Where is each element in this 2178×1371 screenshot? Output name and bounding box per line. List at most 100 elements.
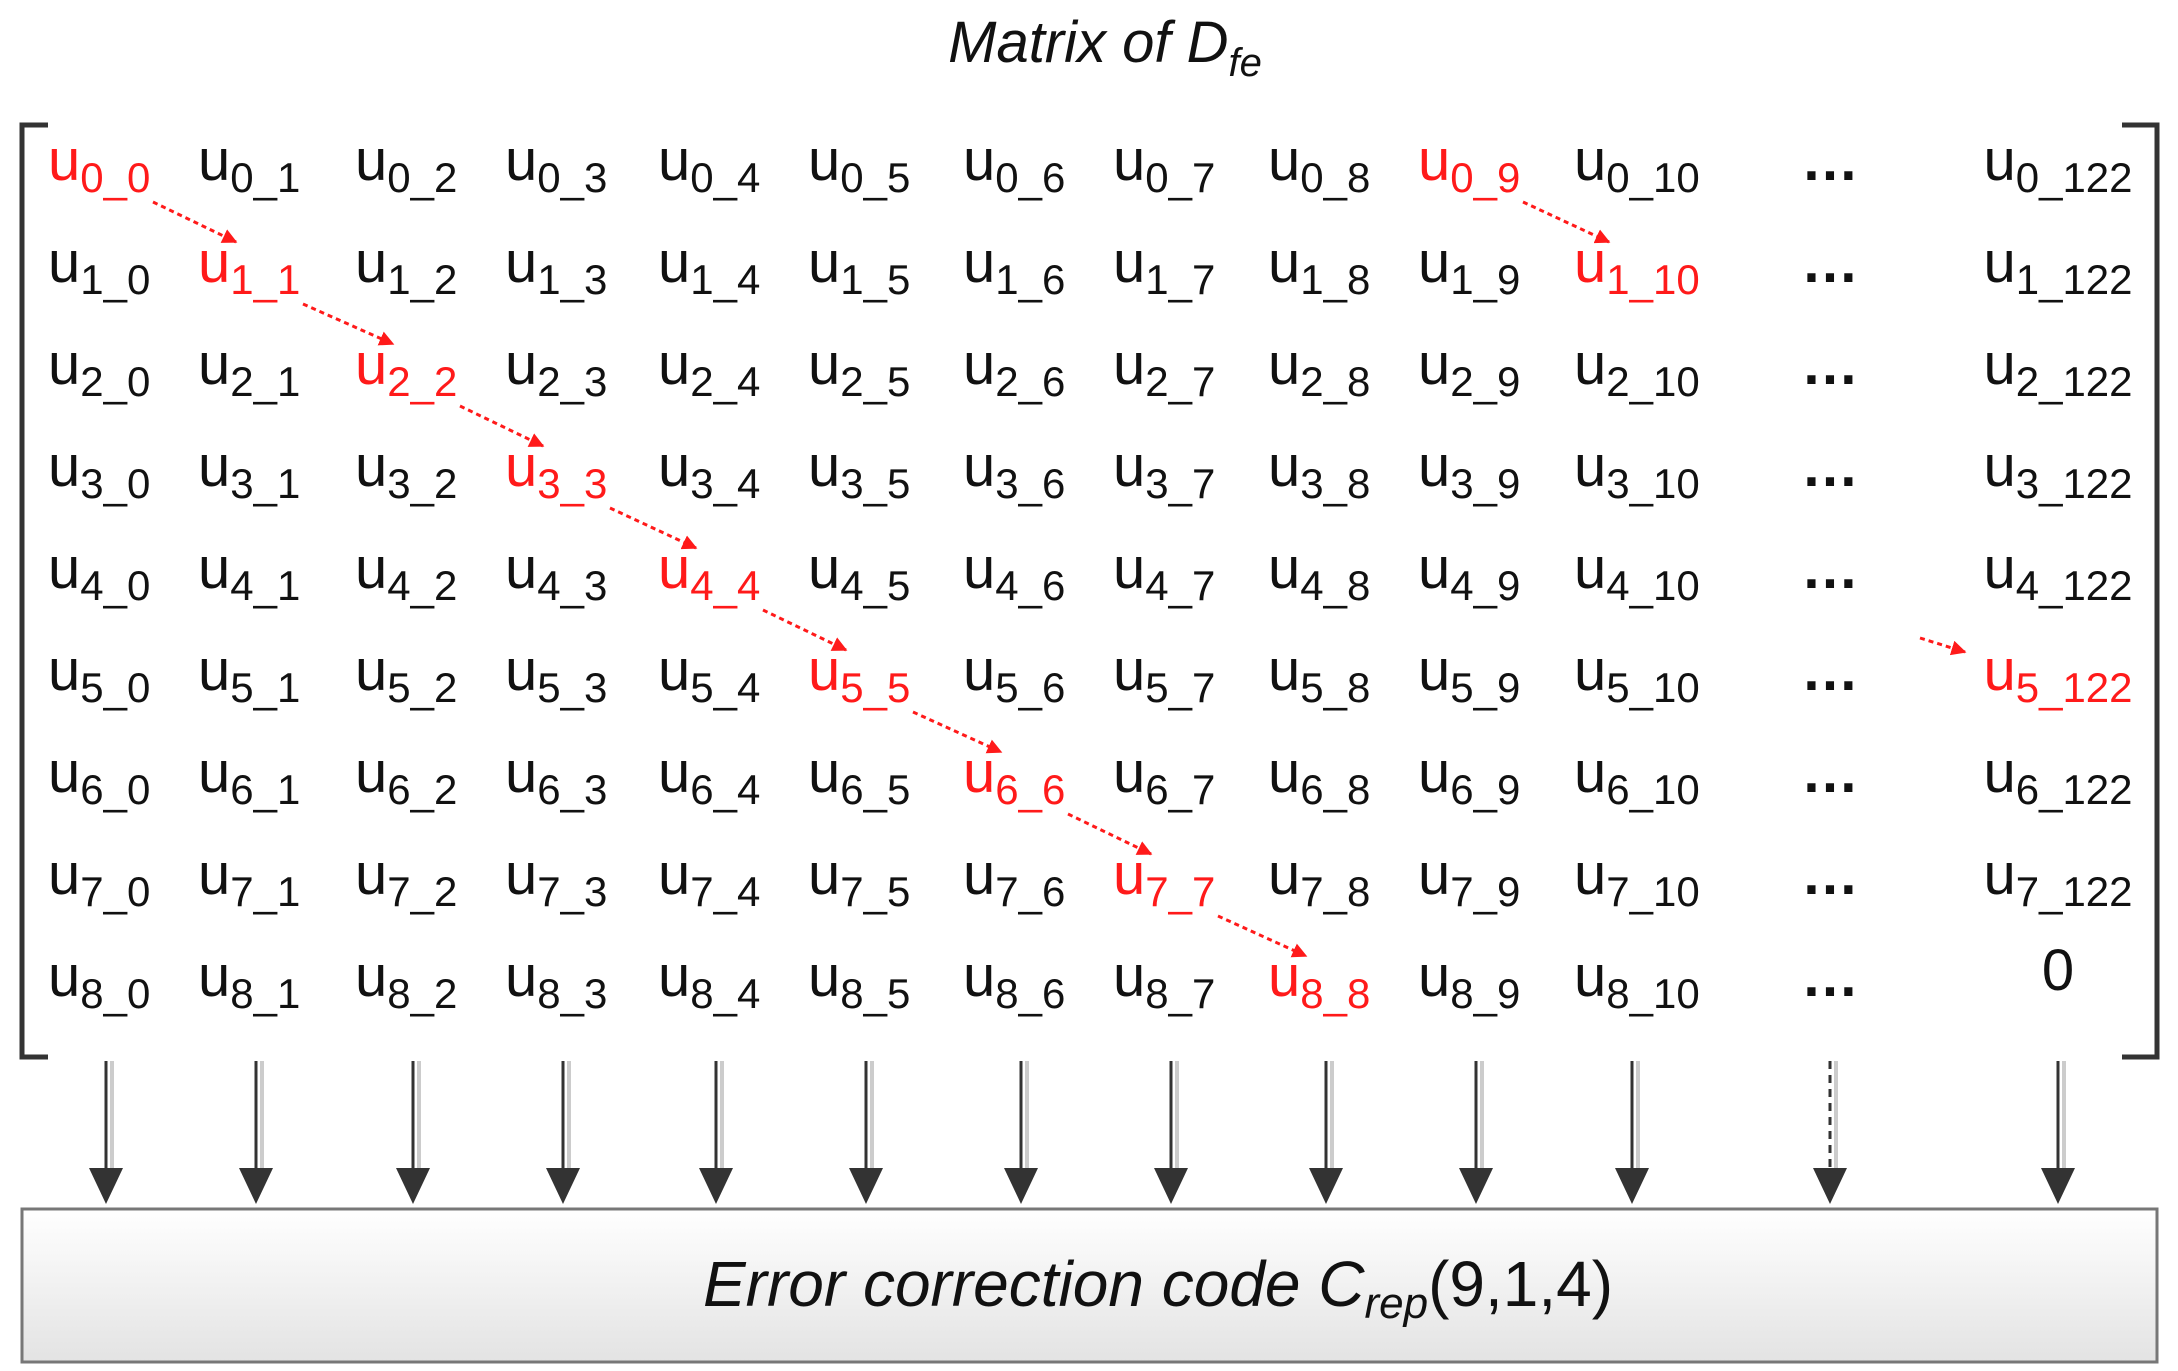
matrix-ellipsis: … [1801, 944, 1859, 1009]
matrix-cell: u8_5 [808, 944, 910, 1017]
matrix-cell-highlighted: u3_3 [505, 434, 607, 507]
code-subscript: rep [1365, 1279, 1429, 1328]
column-arrow-head [2041, 1168, 2075, 1204]
matrix-cell: u5_10 [1574, 638, 1700, 711]
matrix-cell: u5_8 [1268, 638, 1370, 711]
matrix-cell: u4_0 [48, 536, 150, 609]
matrix-cell: u2_4 [658, 332, 760, 405]
matrix-cell: u0_1 [198, 128, 300, 201]
column-arrow-head [1154, 1168, 1188, 1204]
matrix-cell: u5_0 [48, 638, 150, 711]
matrix-ellipsis: … [1801, 434, 1859, 499]
column-arrow-head [1813, 1168, 1847, 1204]
matrix-cell: u7_10 [1574, 842, 1700, 915]
matrix-cell-highlighted: u2_2 [355, 332, 457, 405]
matrix-cell-highlighted: u8_8 [1268, 944, 1370, 1017]
matrix-cell: u6_5 [808, 740, 910, 813]
matrix-cell: u1_6 [963, 230, 1065, 303]
matrix-cell: u8_3 [505, 944, 607, 1017]
matrix-cell: u6_4 [658, 740, 760, 813]
matrix-cell: u5_4 [658, 638, 760, 711]
matrix-cell: u1_0 [48, 230, 150, 303]
matrix-cell: u5_6 [963, 638, 1065, 711]
matrix-cell: u0_2 [355, 128, 457, 201]
matrix-cell: u3_2 [355, 434, 457, 507]
matrix-cell: u2_9 [1418, 332, 1520, 405]
matrix-cell: u4_6 [963, 536, 1065, 609]
matrix-cell-highlighted: u0_9 [1418, 128, 1520, 201]
matrix-cell: u2_8 [1268, 332, 1370, 405]
matrix-cell: u8_4 [658, 944, 760, 1017]
diagonal-arrow [459, 404, 545, 448]
matrix-cell: u3_9 [1418, 434, 1520, 507]
matrix-ellipsis: … [1801, 536, 1859, 601]
matrix-cells: u0_0 u0_1 u0_2 u0_3 u0_4 u0_5 u0_6 u0_7 u0_8 u0_9… [48, 128, 2133, 1017]
matrix-ellipsis: … [1801, 332, 1859, 397]
matrix-cell: u7_8 [1268, 842, 1370, 915]
column-arrow-head [396, 1168, 430, 1204]
matrix-cell: u0_10 [1574, 128, 1700, 201]
matrix-cell: u7_5 [808, 842, 910, 915]
code-suffix: (9,1,4) [1428, 1248, 1613, 1320]
matrix-cell-highlighted: u6_6 [963, 740, 1065, 813]
diagonal-arrow [1522, 200, 1611, 244]
matrix-cell: u2_5 [808, 332, 910, 405]
matrix-cell: u2_10 [1574, 332, 1700, 405]
matrix-cell: u2_6 [963, 332, 1065, 405]
error-correction-label: Error correction code Crep(9,1,4) [703, 1248, 1613, 1328]
matrix-cell: u3_0 [48, 434, 150, 507]
matrix-cell: u4_5 [808, 536, 910, 609]
matrix-cell: u3_1 [198, 434, 300, 507]
column-arrow-head [89, 1168, 123, 1204]
matrix-cell: u4_1 [198, 536, 300, 609]
matrix-cell-highlighted: u5_122 [1983, 638, 2132, 711]
matrix-cell-zero: 0 [2042, 938, 2074, 1003]
matrix-cell: u6_1 [198, 740, 300, 813]
matrix-cell: u6_8 [1268, 740, 1370, 813]
matrix-ellipsis: … [1801, 128, 1859, 193]
diagonal-arrow [1919, 636, 1967, 656]
matrix-cell: u1_9 [1418, 230, 1520, 303]
matrix-cell: u7_4 [658, 842, 760, 915]
matrix-cell: u3_7 [1113, 434, 1215, 507]
matrix-cell: u4_9 [1418, 536, 1520, 609]
column-arrow-head [699, 1168, 733, 1204]
matrix-cell: u8_9 [1418, 944, 1520, 1017]
matrix-cell: u0_5 [808, 128, 910, 201]
matrix-cell: u2_3 [505, 332, 607, 405]
matrix-cell-highlighted: u0_0 [48, 128, 150, 201]
column-arrows [89, 1061, 2075, 1204]
matrix-cell: u4_8 [1268, 536, 1370, 609]
right-bracket [2122, 122, 2160, 1060]
matrix-title-prefix: Matrix of D [948, 10, 1228, 75]
matrix-cell: u3_6 [963, 434, 1065, 507]
matrix-cell: u1_2 [355, 230, 457, 303]
matrix-cell: u5_7 [1113, 638, 1215, 711]
matrix-cell: u4_7 [1113, 536, 1215, 609]
matrix-cell: u0_3 [505, 128, 607, 201]
matrix-cell: u0_7 [1113, 128, 1215, 201]
matrix-cell: u1_3 [505, 230, 607, 303]
matrix-cell: u1_5 [808, 230, 910, 303]
matrix-cell: u7_1 [198, 842, 300, 915]
matrix-cell: u6_0 [48, 740, 150, 813]
diagonal-arrow [1067, 812, 1153, 856]
matrix-cell: u8_2 [355, 944, 457, 1017]
matrix-cell: u6_122 [1983, 740, 2132, 813]
matrix-cell: u6_7 [1113, 740, 1215, 813]
matrix-cell: u0_122 [1983, 128, 2132, 201]
matrix-cell: u3_4 [658, 434, 760, 507]
matrix-ellipsis: … [1801, 638, 1859, 703]
matrix-cell: u5_9 [1418, 638, 1520, 711]
matrix-cell: u0_4 [658, 128, 760, 201]
matrix-ellipsis: … [1801, 740, 1859, 805]
matrix-cell-highlighted: u1_10 [1574, 230, 1700, 303]
column-arrow-head [546, 1168, 580, 1204]
column-arrow-head [1004, 1168, 1038, 1204]
matrix-cell: u1_7 [1113, 230, 1215, 303]
matrix-cell: u7_6 [963, 842, 1065, 915]
matrix-cell: u2_7 [1113, 332, 1215, 405]
matrix-cell: u8_7 [1113, 944, 1215, 1017]
matrix-cell: u8_10 [1574, 944, 1700, 1017]
diagonal-arrows [152, 200, 1967, 958]
